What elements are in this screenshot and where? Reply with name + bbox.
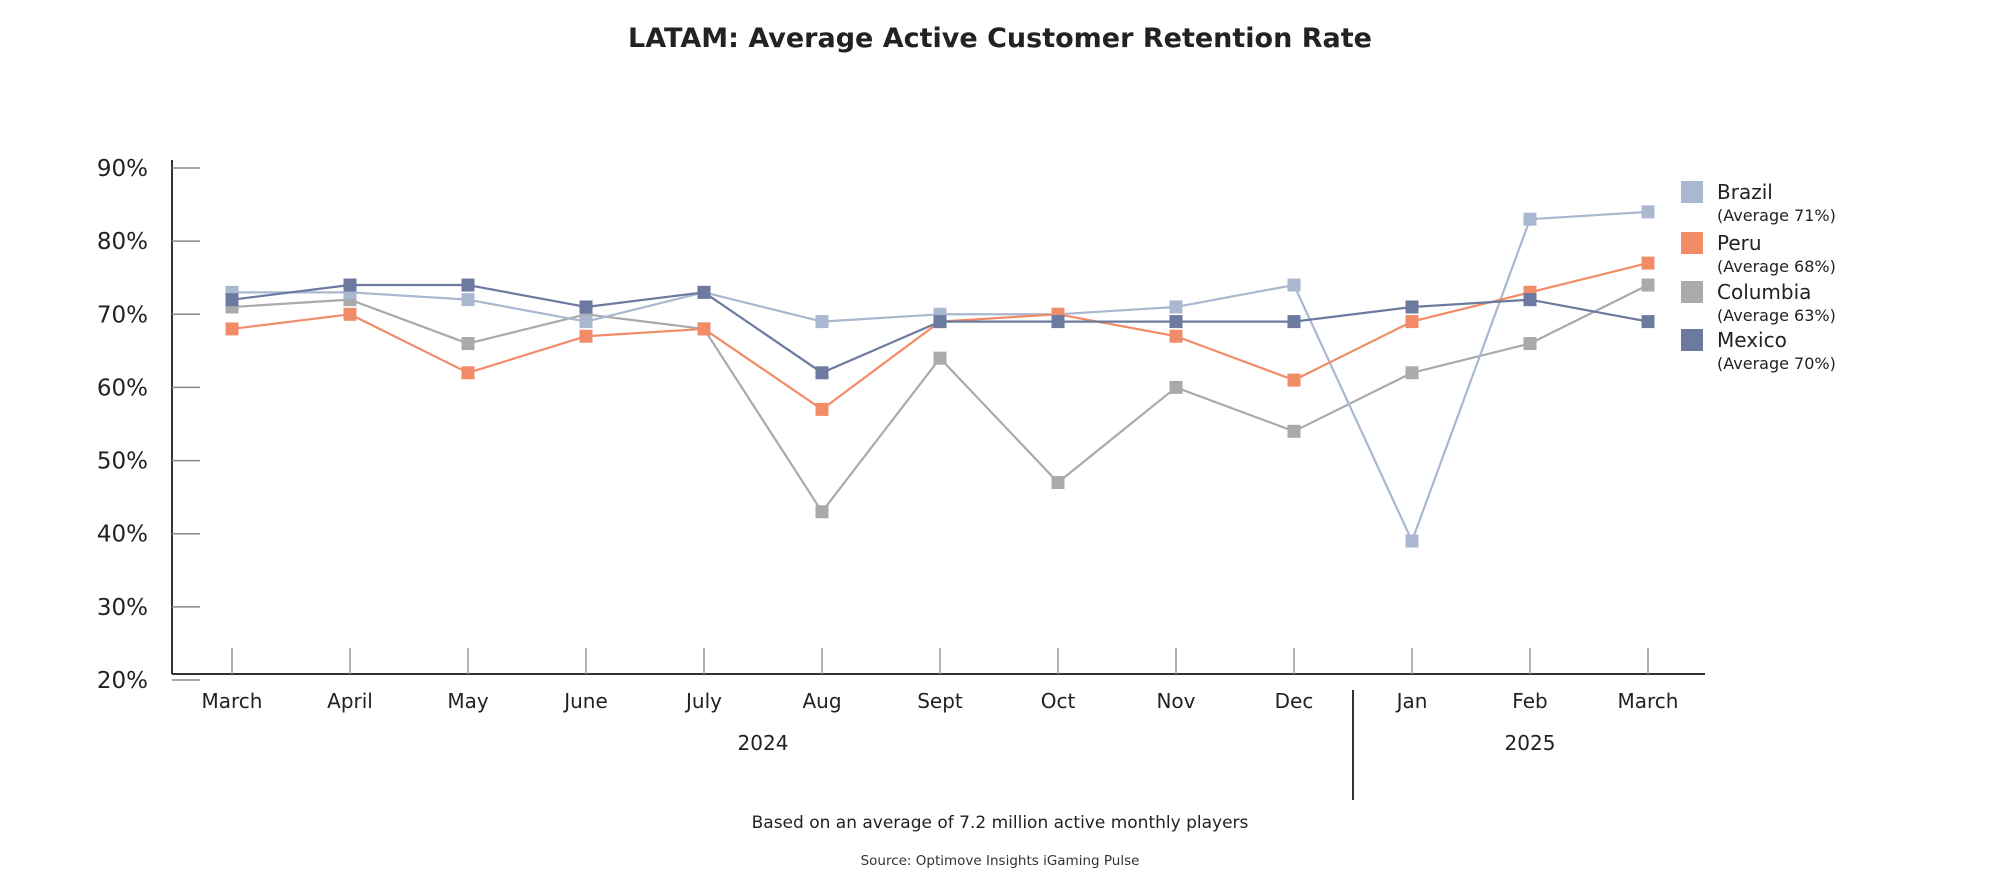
x-tick-label: Nov — [1156, 689, 1195, 713]
x-tick-label: June — [562, 689, 608, 713]
data-point-mexico — [343, 278, 357, 292]
y-tick-label: 70% — [97, 302, 148, 328]
x-tick-label: Oct — [1041, 689, 1076, 713]
x-tick-label: Dec — [1275, 689, 1314, 713]
x-tick-label: May — [447, 689, 489, 713]
legend-swatch-brazil — [1681, 181, 1703, 203]
x-tick-label: Sept — [917, 689, 963, 713]
year-label: 2025 — [1505, 731, 1556, 755]
data-point-peru — [343, 307, 357, 321]
year-label: 2024 — [738, 731, 789, 755]
x-tick-label: March — [202, 689, 263, 713]
footnote: Based on an average of 7.2 million activ… — [752, 813, 1249, 833]
data-point-brazil — [461, 293, 475, 307]
y-tick-label: 30% — [97, 595, 148, 621]
data-point-mexico — [815, 366, 829, 380]
legend-label: Mexico — [1717, 328, 1787, 352]
data-point-mexico — [1523, 293, 1537, 307]
data-point-brazil — [1523, 212, 1537, 226]
series-line-brazil — [232, 210, 1649, 543]
data-point-mexico — [697, 285, 711, 299]
data-point-columbia — [815, 505, 829, 519]
data-point-brazil — [1641, 205, 1655, 219]
data-point-mexico — [1169, 315, 1183, 329]
data-point-mexico — [933, 315, 947, 329]
data-point-mexico — [1641, 315, 1655, 329]
data-point-columbia — [1405, 366, 1419, 380]
data-point-brazil — [1169, 300, 1183, 314]
legend-average: (Average 71%) — [1717, 206, 1836, 225]
legend-swatch-columbia — [1681, 281, 1703, 303]
x-tick-label: Feb — [1512, 689, 1547, 713]
data-point-mexico — [461, 278, 475, 292]
x-tick-label: Aug — [802, 689, 841, 713]
data-point-columbia — [1051, 476, 1065, 490]
data-point-mexico — [1405, 300, 1419, 314]
source-text: Source: Optimove Insights iGaming Pulse — [861, 853, 1140, 869]
data-point-brazil — [1287, 278, 1301, 292]
x-tick-label: April — [327, 689, 373, 713]
legend-label: Peru — [1717, 231, 1762, 255]
data-point-peru — [697, 322, 711, 336]
y-tick-label: 60% — [97, 375, 148, 401]
x-tick-label: March — [1618, 689, 1679, 713]
data-point-mexico — [1287, 315, 1301, 329]
data-point-mexico — [579, 300, 593, 314]
x-tick-label: Jan — [1395, 689, 1428, 713]
data-point-peru — [461, 366, 475, 380]
data-point-peru — [579, 329, 593, 343]
data-point-columbia — [933, 351, 947, 365]
data-point-brazil — [579, 315, 593, 329]
legend-average: (Average 68%) — [1717, 257, 1836, 276]
data-point-peru — [1169, 329, 1183, 343]
x-tick-label: July — [684, 689, 722, 713]
data-point-columbia — [1287, 424, 1301, 438]
y-tick-label: 20% — [97, 668, 148, 694]
data-point-brazil — [1405, 534, 1419, 548]
data-point-peru — [1405, 315, 1419, 329]
legend-label: Brazil — [1717, 180, 1773, 204]
data-point-peru — [225, 322, 239, 336]
legend-swatch-peru — [1681, 232, 1703, 254]
legend-average: (Average 70%) — [1717, 354, 1836, 373]
y-tick-label: 50% — [97, 449, 148, 475]
data-point-peru — [1287, 373, 1301, 387]
data-point-mexico — [1051, 315, 1065, 329]
y-tick-label: 40% — [97, 522, 148, 548]
data-point-columbia — [1523, 337, 1537, 351]
y-tick-label: 80% — [97, 229, 148, 255]
data-point-columbia — [1641, 278, 1655, 292]
legend-average: (Average 63%) — [1717, 306, 1836, 325]
legend-label: Columbia — [1717, 280, 1811, 304]
data-point-columbia — [461, 337, 475, 351]
y-tick-label: 90% — [97, 156, 148, 182]
data-point-peru — [815, 402, 829, 416]
data-point-columbia — [1169, 380, 1183, 394]
data-point-mexico — [225, 293, 239, 307]
chart-title: LATAM: Average Active Customer Retention… — [628, 23, 1372, 54]
data-point-peru — [1641, 256, 1655, 270]
data-point-brazil — [815, 315, 829, 329]
legend-swatch-mexico — [1681, 329, 1703, 351]
